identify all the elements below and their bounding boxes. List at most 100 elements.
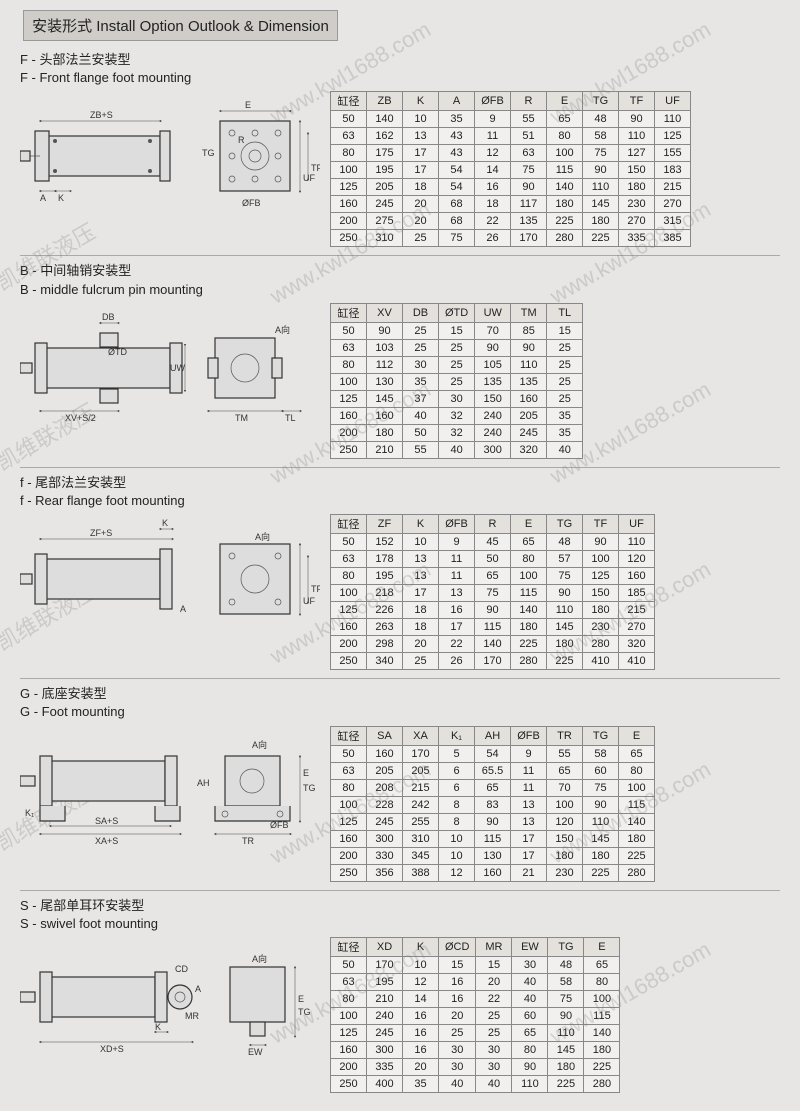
table-header: 缸径	[331, 937, 367, 956]
svg-text:A: A	[195, 984, 201, 994]
table-cell: 17	[403, 585, 439, 602]
table-cell: 18	[475, 196, 511, 213]
table-cell: 200	[331, 636, 367, 653]
table-cell: 85	[511, 322, 547, 339]
table-cell: 35	[439, 111, 475, 128]
svg-text:UW: UW	[170, 363, 185, 373]
table-cell: 16	[403, 1041, 439, 1058]
table-header: ZF	[367, 515, 403, 534]
table-cell: 110	[655, 111, 691, 128]
table-cell: 17	[439, 619, 475, 636]
table-row: 160245206818117180145230270	[331, 196, 691, 213]
table-cell: 100	[547, 145, 583, 162]
table-cell: 218	[367, 585, 403, 602]
table-cell: 50	[331, 956, 367, 973]
table-cell: 9	[439, 534, 475, 551]
table-cell: 90	[583, 534, 619, 551]
table-cell: 215	[619, 602, 655, 619]
table-cell: 195	[367, 568, 403, 585]
table-cell: 300	[367, 830, 403, 847]
table-cell: 11	[475, 128, 511, 145]
table-cell: 245	[367, 196, 403, 213]
table-cell: 145	[583, 196, 619, 213]
table-cell: 180	[367, 424, 403, 441]
section-f-rear-zh: f - 尾部法兰安装型	[20, 474, 780, 492]
table-cell: 30	[439, 390, 475, 407]
table-cell: 115	[547, 162, 583, 179]
table-cell: 40	[512, 973, 548, 990]
table-s: 缸径XDKØCDMREWTGE5017010151530486563195121…	[330, 937, 620, 1093]
table-cell: 25	[403, 339, 439, 356]
table-cell: 200	[331, 424, 367, 441]
table-cell: 9	[511, 745, 547, 762]
table-cell: 225	[511, 636, 547, 653]
table-cell: 100	[331, 373, 367, 390]
table-cell: 25	[547, 339, 583, 356]
table-cell: 152	[367, 534, 403, 551]
table-cell: 140	[584, 1024, 620, 1041]
table-header: TG	[547, 515, 583, 534]
table-cell: 140	[367, 111, 403, 128]
table-row: 802101416224075100	[331, 990, 620, 1007]
table-header: TR	[547, 726, 583, 745]
table-header: K	[403, 515, 439, 534]
table-cell: 11	[439, 551, 475, 568]
table-cell: 120	[619, 551, 655, 568]
table-row: 80112302510511025	[331, 356, 583, 373]
table-cell: 18	[403, 602, 439, 619]
table-row: 12520518541690140110180215	[331, 179, 691, 196]
table-cell: 205	[367, 762, 403, 779]
table-cell: 20	[439, 1007, 476, 1024]
table-cell: 40	[547, 441, 583, 458]
table-cell: 110	[512, 1075, 548, 1092]
section-s-en: S - swivel foot mounting	[20, 915, 780, 933]
table-cell: 25	[547, 390, 583, 407]
table-row: 100130352513513525	[331, 373, 583, 390]
svg-text:E: E	[298, 994, 304, 1004]
table-cell: 150	[583, 585, 619, 602]
table-cell: 130	[367, 373, 403, 390]
svg-text:TG: TG	[298, 1007, 311, 1017]
table-header: A	[439, 92, 475, 111]
table-row: 250210554030032040	[331, 441, 583, 458]
table-header: UF	[619, 515, 655, 534]
table-cell: 63	[511, 145, 547, 162]
table-cell: 160	[331, 196, 367, 213]
table-cell: 205	[511, 407, 547, 424]
svg-text:E: E	[245, 100, 251, 110]
table-cell: 8	[439, 813, 475, 830]
table-cell: 11	[511, 779, 547, 796]
table-cell: 30	[403, 356, 439, 373]
table-header: TG	[548, 937, 584, 956]
table-cell: 170	[511, 230, 547, 247]
table-cell: 17	[403, 145, 439, 162]
table-header: XA	[403, 726, 439, 745]
table-cell: 90	[548, 1007, 584, 1024]
table-cell: 150	[619, 162, 655, 179]
table-cell: 240	[367, 1007, 403, 1024]
table-cell: 26	[439, 653, 475, 670]
table-cell: 14	[475, 162, 511, 179]
table-row: 63205205665.511656080	[331, 762, 655, 779]
table-cell: 280	[584, 1075, 620, 1092]
table-cell: 195	[367, 973, 403, 990]
table-cell: 90	[511, 179, 547, 196]
separator	[20, 467, 780, 468]
table-header: TL	[547, 303, 583, 322]
table-header: E	[584, 937, 620, 956]
table-row: 160160403224020535	[331, 407, 583, 424]
table-header: MR	[476, 937, 512, 956]
table-cell: 135	[511, 213, 547, 230]
section-f-zh: F - 头部法兰安装型	[20, 51, 780, 69]
table-cell: 35	[403, 1075, 439, 1092]
table-cell: 75	[547, 568, 583, 585]
table-cell: 100	[619, 779, 655, 796]
table-cell: 183	[655, 162, 691, 179]
table-cell: 145	[367, 390, 403, 407]
table-cell: 205	[367, 179, 403, 196]
table-cell: 50	[331, 111, 367, 128]
table-cell: 17	[403, 162, 439, 179]
table-cell: 50	[331, 745, 367, 762]
table-cell: 22	[439, 636, 475, 653]
table-cell: 180	[619, 830, 655, 847]
